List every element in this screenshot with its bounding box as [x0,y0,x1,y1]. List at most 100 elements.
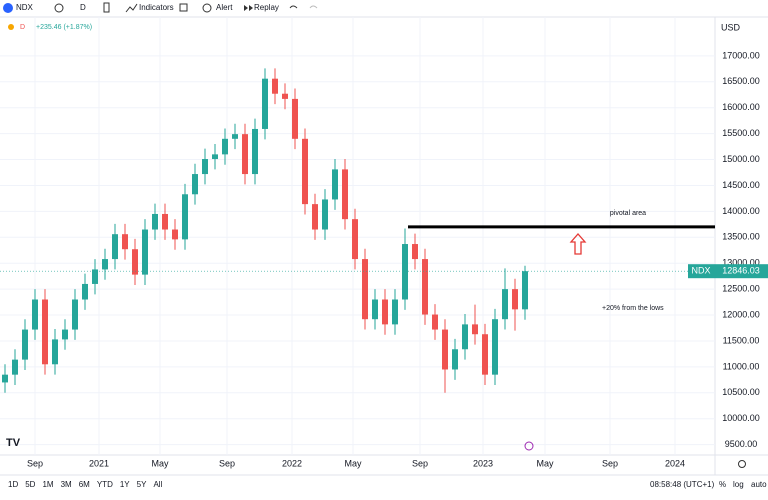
y-tick-label: 10500.00 [722,387,760,397]
candle-body [422,259,428,315]
y-tick-label: 11500.00 [723,335,760,345]
candle-body [292,98,298,139]
scale-option[interactable]: % [719,480,726,489]
candle-body [32,299,38,330]
x-tick-label: May [344,458,362,468]
candle-body [72,299,78,330]
legend-change: +235.46 (+1.87%) [36,24,92,31]
y-tick-label: 12500.00 [722,284,760,294]
event-icon[interactable] [524,441,534,451]
candle-body [282,93,288,99]
candle-body [352,219,358,260]
y-tick-label: 13500.00 [722,232,760,242]
candle-body [182,194,188,240]
range-button[interactable]: 6M [79,480,90,489]
y-tick-label: 16000.00 [722,102,760,112]
toolbar [0,0,768,17]
candle-body [412,244,418,260]
alert-button[interactable]: Alert [216,3,233,12]
layout-icon[interactable] [179,3,188,12]
interval[interactable]: D [80,3,86,12]
bottom-bar: 1D 5D 1M 3M 6M YTD 1Y 5Y All% log auto [8,480,767,489]
candle-body [312,204,318,230]
indicators-icon[interactable] [125,3,138,13]
up-arrow [569,233,587,255]
candle-body [132,249,138,275]
range-button[interactable]: 5Y [137,480,147,489]
alert-icon[interactable] [202,3,212,13]
candle-body [252,128,258,175]
candle-body [162,213,168,230]
y-tick-label: 11000.00 [723,361,760,371]
symbol[interactable]: NDX [16,3,34,12]
range-button[interactable]: 5D [25,480,35,489]
candle-body [262,78,268,129]
x-tick-label: 2023 [473,458,493,468]
grid: 9500.00 10000.00 10500.00 11000.00 11500.00 1… [0,17,760,468]
candle-body [12,359,18,375]
candle-body [52,339,58,365]
x-tick-label: 2021 [89,458,109,468]
candle-body [462,324,468,350]
x-tick-label: Sep [412,458,428,468]
last-price-name: NDX [691,266,710,276]
add-icon[interactable] [54,3,64,13]
indicators-button[interactable]: Indicators [139,3,174,12]
candle-body [302,138,308,205]
scale-option[interactable]: log [733,480,744,489]
symbol-icon [3,3,13,13]
candle-body [342,169,348,220]
range-button[interactable]: YTD [97,480,113,489]
candle-body [142,229,148,275]
range-button[interactable]: 1Y [120,480,130,489]
candle-body [452,349,458,370]
replay-icon[interactable] [244,5,253,11]
replay-button[interactable]: Replay [254,3,279,12]
candle-body [212,154,218,160]
x-tick-label: May [151,458,169,468]
y-tick-label: 14500.00 [722,180,760,190]
candle-body [482,334,488,375]
range-button[interactable]: 1D [8,480,18,489]
candle-body [2,374,8,383]
candles [2,68,528,393]
y-tick-label: 15500.00 [722,128,760,138]
candle-body [332,169,338,200]
candle-body [402,244,408,300]
legend-dot [8,24,14,30]
note: +20% from the lows [602,305,664,312]
last-price-box [715,264,768,279]
y-tick-label: 13000.00 [722,258,760,268]
y-tick-label: 10000.00 [722,413,760,423]
range-button[interactable]: 1M [42,480,53,489]
candle-body [392,299,398,325]
legend-interval: D [20,24,25,31]
y-tick-label: 15000.00 [722,154,760,164]
pivot-label: pivotal area [610,210,646,217]
scale-option[interactable]: auto [751,480,767,489]
candle-body [502,289,508,320]
candle-body [322,199,328,230]
candle-body [492,319,498,375]
candle-body [232,134,238,139]
y-tick-label: 14000.00 [722,206,760,216]
undo-icon[interactable] [289,5,298,9]
range-button[interactable]: All [153,480,162,489]
candle-body [372,299,378,320]
range-button[interactable]: 3M [61,480,72,489]
candle-body [92,269,98,284]
candle-body [192,174,198,195]
chart-type-icon[interactable] [103,2,110,13]
x-tick-label: 2022 [282,458,302,468]
candle-body [382,299,388,325]
redo-icon[interactable] [309,5,318,9]
candle-body [472,324,478,335]
y-tick-label: 12000.00 [722,309,760,319]
candle-body [122,234,128,250]
y-tick-label: 16500.00 [722,76,760,86]
y-tick-label: 9500.00 [725,439,758,449]
settings-icon[interactable] [738,460,746,468]
clock: 08:58:48 (UTC+1) [650,480,715,489]
x-tick-label: Sep [219,458,235,468]
